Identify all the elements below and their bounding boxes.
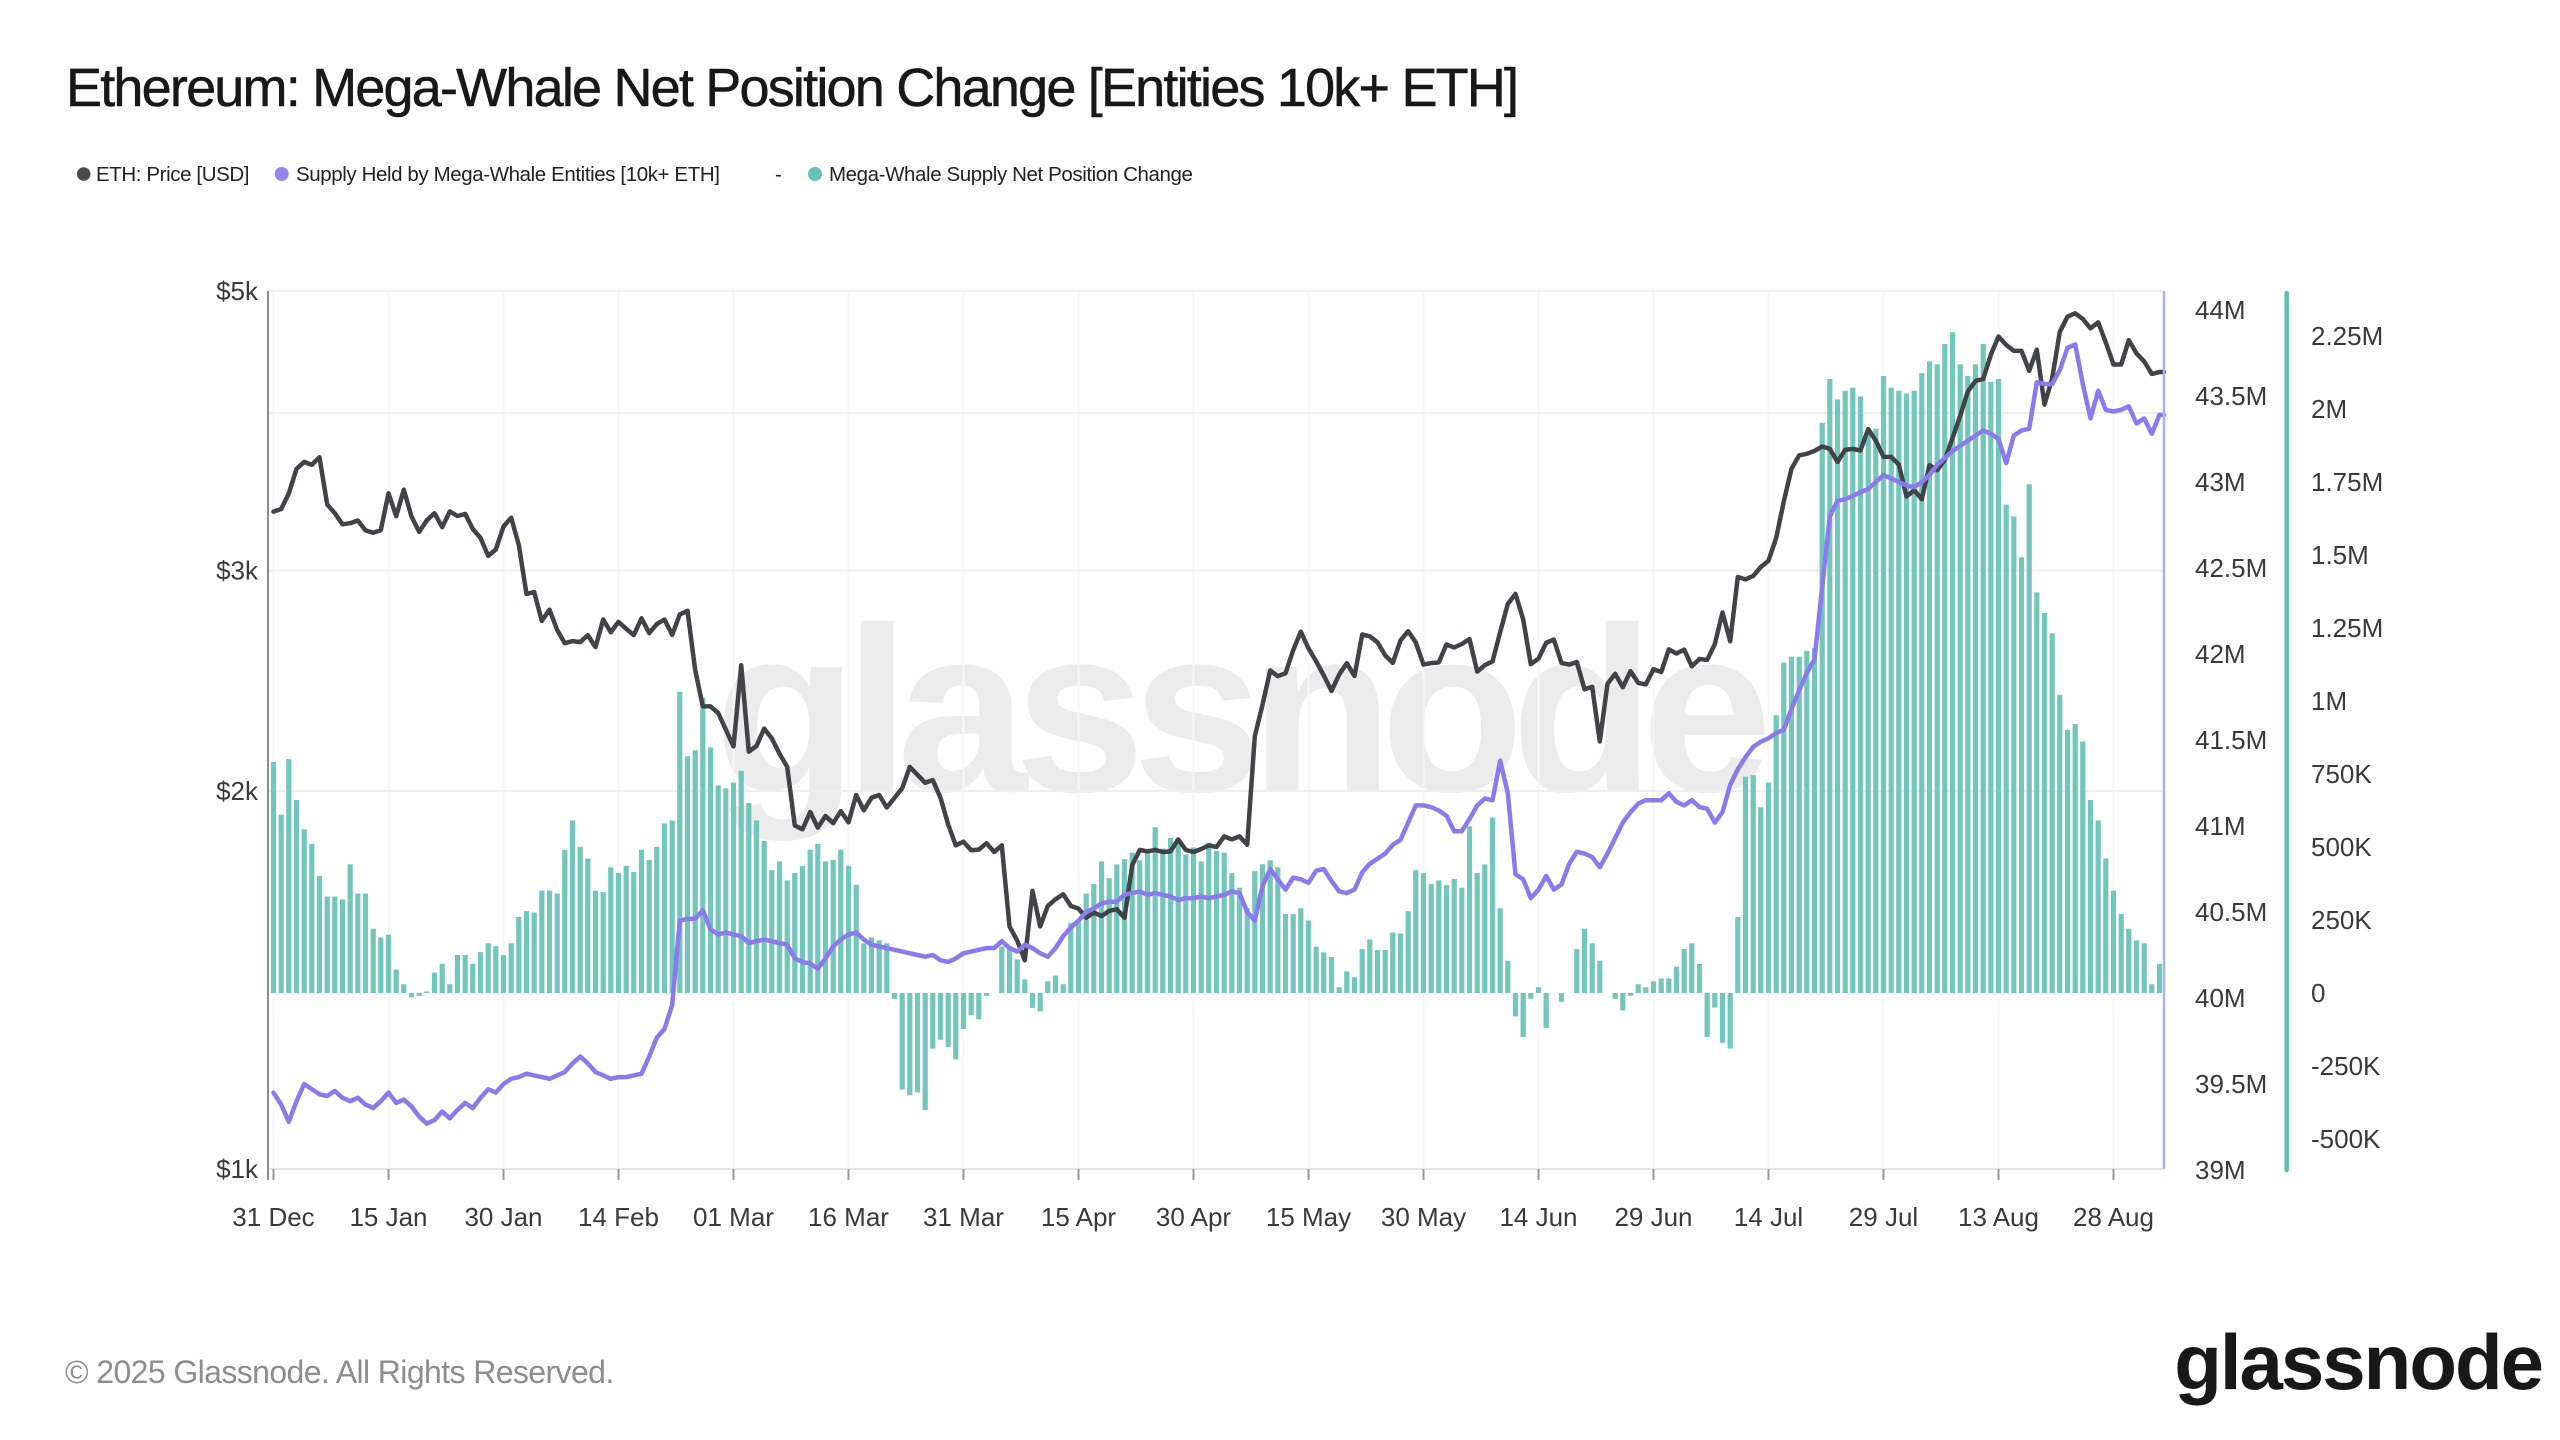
svg-text:40.5M: 40.5M (2195, 897, 2267, 927)
svg-text:2.25M: 2.25M (2311, 321, 2383, 351)
svg-text:42.5M: 42.5M (2195, 553, 2267, 583)
svg-text:1.25M: 1.25M (2311, 613, 2383, 643)
svg-text:$1k: $1k (216, 1154, 259, 1184)
svg-text:30 Apr: 30 Apr (1156, 1202, 1232, 1232)
svg-text:glassnode: glassnode (714, 578, 1765, 841)
svg-text:39M: 39M (2195, 1155, 2246, 1185)
svg-text:15 May: 15 May (1266, 1202, 1351, 1232)
svg-text:1.5M: 1.5M (2311, 540, 2369, 570)
svg-text:39.5M: 39.5M (2195, 1069, 2267, 1099)
svg-text:$2k: $2k (216, 776, 259, 806)
svg-text:14 Jun: 14 Jun (1499, 1202, 1577, 1232)
svg-text:15 Jan: 15 Jan (349, 1202, 427, 1232)
svg-text:28 Aug: 28 Aug (2073, 1202, 2154, 1232)
svg-text:1M: 1M (2311, 686, 2347, 716)
svg-text:30 May: 30 May (1381, 1202, 1466, 1232)
svg-text:Supply Held by Mega-Whale Enti: Supply Held by Mega-Whale Entities [10k+… (296, 163, 720, 186)
svg-text:0: 0 (2311, 978, 2325, 1008)
svg-text:500K: 500K (2311, 832, 2372, 862)
svg-text:44M: 44M (2195, 295, 2246, 325)
svg-text:1.75M: 1.75M (2311, 467, 2383, 497)
svg-text:42M: 42M (2195, 639, 2246, 669)
svg-text:14 Feb: 14 Feb (578, 1202, 659, 1232)
svg-text:$3k: $3k (216, 556, 259, 586)
svg-text:13 Aug: 13 Aug (1958, 1202, 2039, 1232)
svg-text:31 Dec: 31 Dec (232, 1202, 314, 1232)
svg-text:14 Jul: 14 Jul (1734, 1202, 1803, 1232)
svg-text:30 Jan: 30 Jan (464, 1202, 542, 1232)
svg-text:© 2025 Glassnode. All Rights R: © 2025 Glassnode. All Rights Reserved. (65, 1354, 614, 1390)
svg-text:41M: 41M (2195, 811, 2246, 841)
svg-text:29 Jun: 29 Jun (1614, 1202, 1692, 1232)
svg-text:29 Jul: 29 Jul (1849, 1202, 1918, 1232)
svg-text:250K: 250K (2311, 905, 2372, 935)
svg-text:40M: 40M (2195, 983, 2246, 1013)
svg-text:glassnode: glassnode (2174, 1318, 2542, 1406)
svg-text:Ethereum: Mega-Whale Net Posit: Ethereum: Mega-Whale Net Position Change… (66, 58, 1517, 118)
svg-text:16 Mar: 16 Mar (808, 1202, 889, 1232)
svg-text:-: - (775, 163, 782, 186)
svg-text:31 Mar: 31 Mar (923, 1202, 1004, 1232)
svg-text:43.5M: 43.5M (2195, 381, 2267, 411)
svg-text:-250K: -250K (2311, 1051, 2381, 1081)
svg-text:41.5M: 41.5M (2195, 725, 2267, 755)
svg-text:Mega-Whale Supply Net Position: Mega-Whale Supply Net Position Change (829, 163, 1193, 186)
svg-text:ETH: Price [USD]: ETH: Price [USD] (96, 163, 249, 186)
svg-text:15 Apr: 15 Apr (1041, 1202, 1117, 1232)
svg-text:43M: 43M (2195, 467, 2246, 497)
svg-text:-500K: -500K (2311, 1124, 2381, 1154)
svg-text:01 Mar: 01 Mar (693, 1202, 774, 1232)
svg-text:750K: 750K (2311, 759, 2372, 789)
svg-text:$5k: $5k (216, 276, 259, 306)
svg-text:2M: 2M (2311, 394, 2347, 424)
